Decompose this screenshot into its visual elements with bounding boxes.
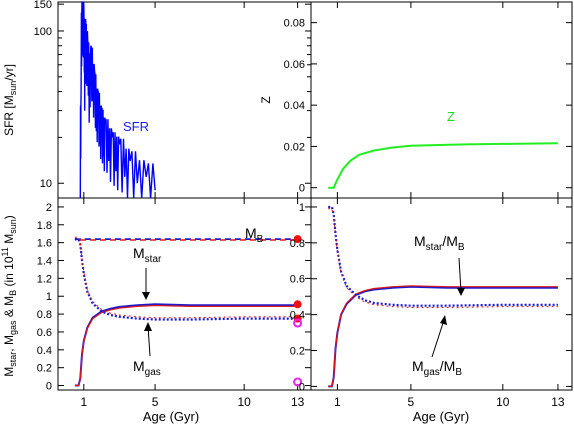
y-tick-label: 0.8 xyxy=(37,309,52,321)
y-tick-label: 0.06 xyxy=(284,59,305,71)
y-tick-label: 0 xyxy=(299,183,305,195)
y-tick-label: 0 xyxy=(299,381,305,393)
sfr-line xyxy=(79,1,156,199)
mass-marker-filled xyxy=(293,235,302,244)
panel-bottom-right-frame xyxy=(310,197,573,391)
mgas-fraction-arrowhead xyxy=(440,315,447,325)
mstar-line-red xyxy=(74,304,298,387)
mass-marker-open xyxy=(293,377,303,387)
mgas-fraction-annotation: Mgas/MB xyxy=(412,358,462,378)
y-tick-label: 0.2 xyxy=(37,363,52,375)
mass-marker-filled xyxy=(293,300,302,309)
mstar-annotation: Mstar xyxy=(133,245,162,265)
y-tick-label: 0.6 xyxy=(37,327,52,339)
y-tick-label: 1.6 xyxy=(37,238,52,250)
y-tick-label: 1 xyxy=(299,202,305,214)
panel-top-right-frame xyxy=(310,1,573,199)
x-tick-label: 13 xyxy=(551,395,565,409)
y-tick-label: 0 xyxy=(46,381,52,393)
y-tick-label: 0.4 xyxy=(290,310,305,322)
mstar-fraction-annotation: Mstar/MB xyxy=(414,233,465,253)
x-tick-label: 5 xyxy=(152,395,159,409)
panel-sfr: 150 100 10 SFR xyxy=(34,0,311,199)
y-tick-label: 150 xyxy=(34,0,52,11)
z-axis-label: Z xyxy=(259,96,273,103)
y-tick-label: 0.08 xyxy=(284,18,305,30)
y-tick-label: 0.8 xyxy=(290,238,305,250)
y-tick-label: 1.2 xyxy=(37,273,52,285)
panel-bottom-left-frame xyxy=(57,197,312,391)
y-tick-label: 0.4 xyxy=(37,345,52,357)
y-tick-label: 100 xyxy=(34,26,52,38)
sfr-annotation: SFR xyxy=(123,119,149,134)
mgas-annotation: Mgas xyxy=(133,358,161,378)
x-tick-label: 10 xyxy=(496,395,510,409)
z-annotation: Z xyxy=(447,109,455,124)
y-tick-label: 0.02 xyxy=(284,141,305,153)
x-tick-label: 10 xyxy=(237,395,251,409)
y-tick-label: 10 xyxy=(40,178,52,190)
mb-annotation: MB xyxy=(245,225,264,245)
sfr-axis-label: SFR [Msun/yr] xyxy=(2,64,18,136)
mgas-line-red xyxy=(74,236,298,319)
y-tick-label: 0.2 xyxy=(290,346,305,358)
mass-marker-open xyxy=(293,318,303,328)
y-tick-label: 0.6 xyxy=(290,274,305,286)
panel-metallicity: 0 0.02 0.04 0.06 0.08 Z xyxy=(284,2,572,198)
y-tick-label: 2 xyxy=(46,202,52,214)
panel-mass-fractions: 1 5 10 13 0 0.2 0.4 0.6 0.8 1 Mstar/MB Mgas/MB xyxy=(290,198,572,409)
mgas-fraction-arrow xyxy=(431,319,445,358)
mstar-arrowhead xyxy=(142,292,150,300)
x-axis-label-left: Age (Gyr) xyxy=(143,409,199,424)
panel-masses: 1 5 10 1300.20.40.60.811.21.41.61.82MBMstar… xyxy=(37,198,311,409)
y-tick-label: 1.8 xyxy=(37,220,52,232)
mass-axis-label: Mstar, Mgas & MB (in 1011 Msun) xyxy=(0,215,18,376)
mgas-line-blue xyxy=(74,238,298,321)
y-tick-label: 0.04 xyxy=(284,100,305,112)
x-tick-label: 1 xyxy=(334,395,341,409)
mstar-fraction-arrow xyxy=(458,257,462,293)
z-line xyxy=(328,142,558,189)
x-tick-label: 13 xyxy=(291,395,305,409)
y-tick-label: 1.4 xyxy=(37,256,52,268)
y-tick-label: 1 xyxy=(46,291,52,303)
mgas-arrowhead xyxy=(144,322,152,331)
mstar-fraction-arrowhead xyxy=(457,288,465,296)
x-tick-label: 5 xyxy=(408,395,415,409)
x-tick-label: 1 xyxy=(80,395,87,409)
x-axis-label-right: Age (Gyr) xyxy=(413,409,469,424)
